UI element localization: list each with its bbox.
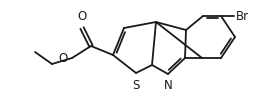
Text: O: O: [59, 52, 68, 64]
Text: S: S: [132, 79, 140, 92]
Text: Br: Br: [236, 10, 249, 23]
Text: O: O: [77, 10, 87, 23]
Text: N: N: [164, 79, 172, 92]
